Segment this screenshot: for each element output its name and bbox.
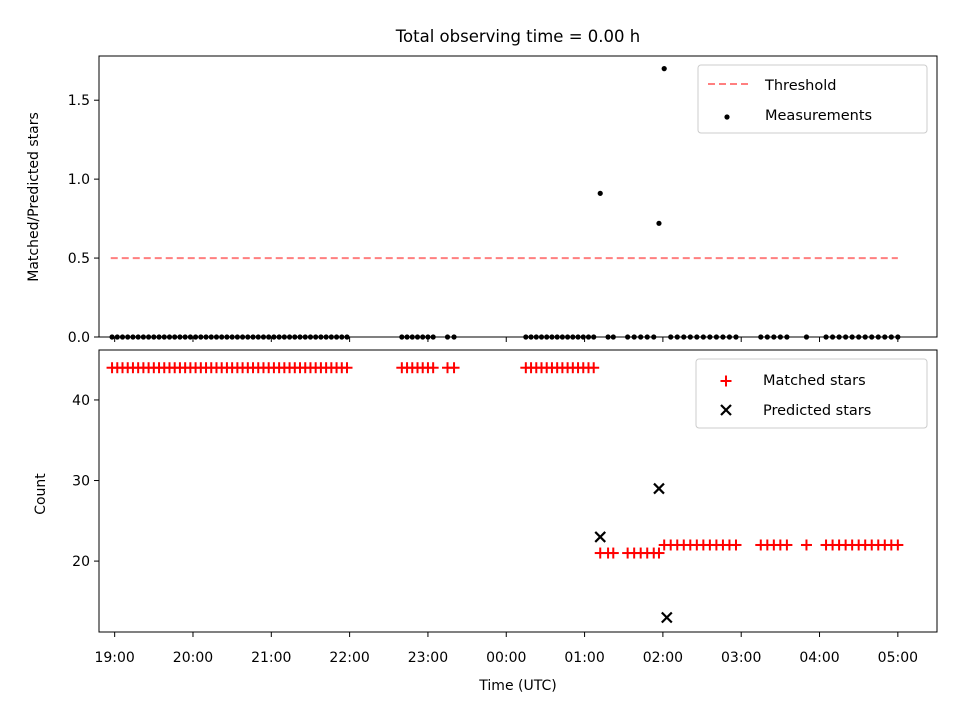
legend-matched-label: Matched stars — [763, 373, 866, 389]
bottom-panel: 19:00 20:00 21:00 22:00 23:00 00:00 01:00 02:00… — [33, 349, 938, 694]
bottom-legend: Matched stars Predicted stars — [695, 358, 928, 429]
legend-predicted-label: Predicted stars — [763, 403, 871, 419]
bottom-legend-box — [695, 358, 928, 429]
matched-star-point — [341, 362, 353, 374]
matched-star-point — [588, 362, 600, 374]
bottom-x-tick-label: 21:00 — [251, 650, 291, 666]
legend-cross-marker — [720, 404, 732, 416]
cross-stroke — [661, 611, 673, 624]
bottom-x-tick-label: 20:00 — [173, 650, 213, 666]
predicted-star-markers — [594, 482, 673, 624]
bottom-x-tick-label: 00:00 — [486, 650, 526, 666]
predicted-star-point — [653, 482, 665, 495]
bottom-x-tick-label: 23:00 — [408, 650, 448, 666]
matched-star-point — [800, 539, 812, 551]
bottom-x-ticks: 19:00 20:00 21:00 22:00 23:00 00:00 01:00 02:00… — [94, 632, 918, 666]
bottom-y-tick-label: 40 — [72, 393, 90, 409]
top-y-tick-label: 0.5 — [68, 251, 90, 267]
matched-star-point — [892, 539, 904, 551]
measurement-point — [597, 190, 603, 196]
legend-threshold-label: Threshold — [764, 78, 836, 94]
top-y-ticks: 0.0 0.5 1.0 1.5 — [68, 93, 99, 346]
measurement-point — [656, 220, 662, 226]
top-y-tick-label: 1.0 — [68, 172, 90, 188]
bottom-x-tick-label: 01:00 — [564, 650, 604, 666]
bottom-x-tick-label: 22:00 — [329, 650, 369, 666]
bottom-x-tick-label: 19:00 — [94, 650, 134, 666]
top-legend: Threshold Measurements — [697, 64, 928, 134]
top-axes-frame — [98, 55, 938, 338]
predicted-star-point — [594, 531, 607, 543]
bottom-axes-frame — [98, 349, 938, 633]
matched-star-point — [781, 539, 793, 551]
top-legend-box — [697, 64, 928, 134]
matched-star-point — [427, 362, 439, 374]
cross-stroke — [594, 531, 607, 543]
matched-star-point — [607, 547, 619, 559]
figure-title: Total observing time = 0.00 h — [395, 27, 640, 46]
legend-predicted-swatch — [720, 404, 732, 416]
bottom-y-axis-label: Count — [33, 473, 49, 515]
top-panel: 0.0 0.5 1.0 1.5 Matched/Predicted stars Thr… — [26, 55, 938, 346]
bottom-x-tick-label: 04:00 — [799, 650, 839, 666]
bottom-x-axis-label: Time (UTC) — [478, 678, 556, 694]
bottom-x-tick-label: 03:00 — [721, 650, 761, 666]
bottom-y-tick-label: 20 — [72, 554, 90, 570]
matched-star-markers — [106, 362, 904, 559]
bottom-x-tick-label: 05:00 — [878, 650, 918, 666]
measurement-point — [661, 66, 667, 72]
cross-stroke — [720, 404, 732, 416]
matched-star-point — [653, 547, 665, 559]
bottom-y-ticks: 20 30 40 — [72, 393, 99, 570]
matched-star-point — [730, 539, 742, 551]
top-y-axis-label: Matched/Predicted stars — [26, 112, 42, 282]
top-y-tick-label: 0.0 — [68, 330, 90, 346]
legend-plus-marker — [720, 375, 732, 387]
matched-star-point — [448, 362, 460, 374]
predicted-star-point — [661, 611, 673, 624]
bottom-x-tick-label: 02:00 — [643, 650, 683, 666]
legend-measurement-label: Measurements — [765, 108, 872, 124]
legend-measurement-swatch — [724, 114, 730, 120]
legend-matched-swatch — [720, 375, 732, 387]
bottom-y-tick-label: 30 — [72, 474, 90, 490]
cross-stroke — [653, 482, 665, 495]
top-y-tick-label: 1.5 — [68, 93, 90, 109]
